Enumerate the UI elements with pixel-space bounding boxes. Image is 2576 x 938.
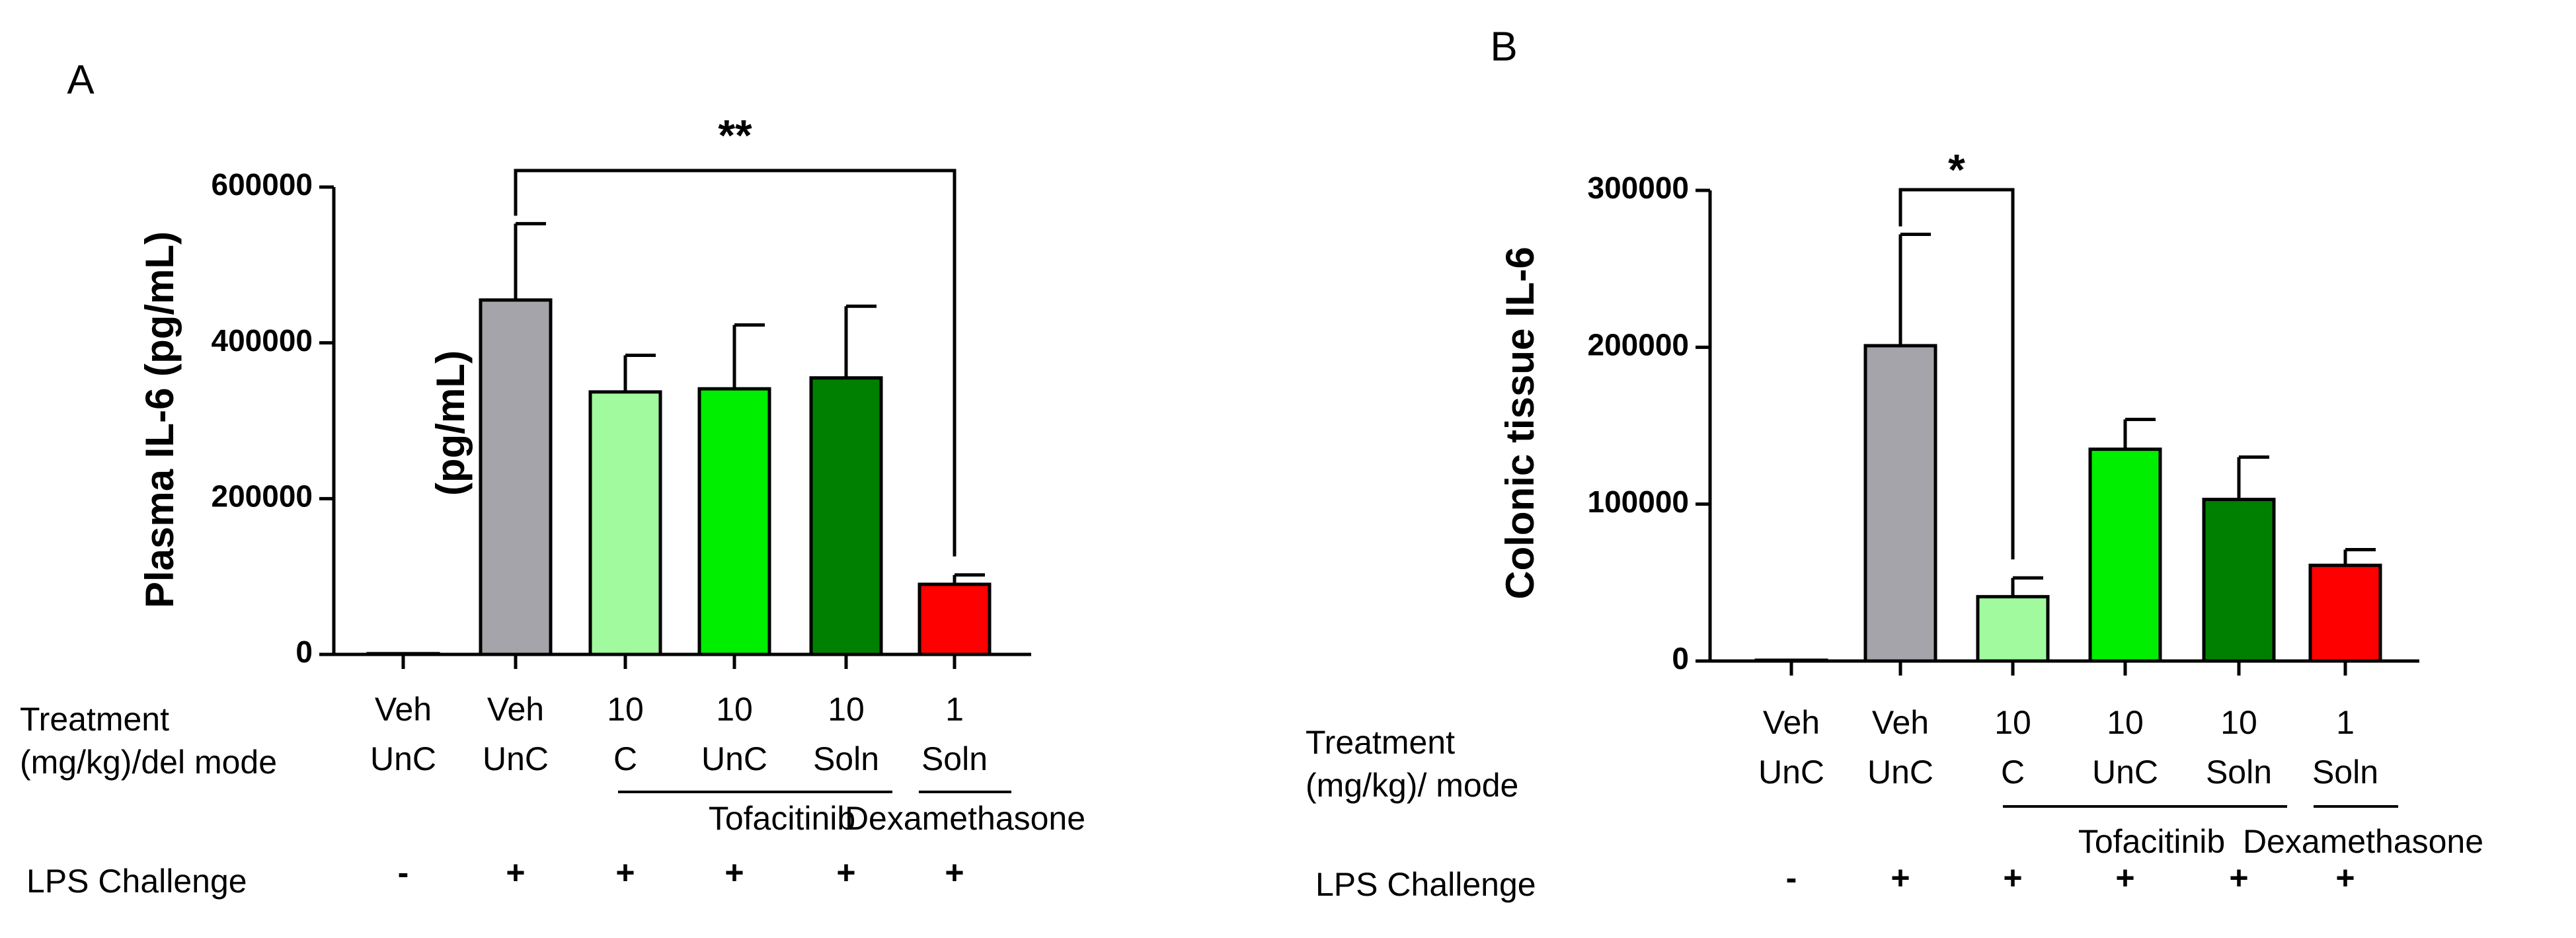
dose-label: Veh	[375, 691, 432, 728]
lps-value: +	[836, 854, 855, 891]
mode-label: Soln	[921, 740, 988, 777]
bar	[1976, 595, 2050, 663]
lps-value: +	[2335, 859, 2355, 896]
panel-a: A 0 200000 400000 600000 Plasma IL-6 (pg/mL) *…	[20, 57, 1085, 900]
lps-value: +	[1891, 859, 1910, 896]
y-tick-label: 200000	[1588, 327, 1690, 362]
panel-b: B 0 100000 200000 300000 Colonic tissue IL-6 (…	[428, 24, 2483, 903]
y-tick-label: 400000	[212, 323, 313, 358]
lps-value: -	[1786, 859, 1797, 896]
mode-label: Soln	[813, 740, 879, 777]
lps-challenge-label: LPS Challenge	[26, 863, 247, 900]
significance-bracket	[1898, 188, 2015, 560]
y-tick-label: 300000	[1588, 171, 1690, 205]
bar	[1863, 344, 1937, 663]
drug-group-label: Dexamethasone	[2243, 823, 2483, 860]
mode-label: UnC	[370, 740, 436, 777]
lps-value: +	[945, 854, 964, 891]
bar	[1754, 658, 1828, 663]
mode-label: UnC	[1867, 754, 1933, 791]
y-tick-label: 0	[295, 635, 313, 669]
mode-label: UnC	[2092, 754, 2158, 791]
mode-label: UnC	[1758, 754, 1824, 791]
drug-group-label: Dexamethasone	[845, 800, 1085, 837]
y-tick-label: 200000	[212, 479, 313, 513]
treatment-title: Treatment	[1306, 724, 1455, 761]
mode-label: Soln	[2206, 754, 2272, 791]
y-axis-label: Plasma IL-6 (pg/mL)	[137, 231, 182, 608]
dose-label: Veh	[1872, 704, 1929, 741]
y-axis-label-line2: (pg/mL)	[428, 350, 473, 496]
bar	[2308, 563, 2382, 663]
dose-label: Veh	[1763, 704, 1820, 741]
lps-value: +	[615, 854, 635, 891]
lps-value: +	[724, 854, 744, 891]
dose-label: Veh	[487, 691, 544, 728]
dose-label: 1	[945, 691, 964, 728]
lps-value: +	[2229, 859, 2248, 896]
lps-value: +	[2115, 859, 2134, 896]
y-tick-label: 600000	[212, 167, 313, 202]
bar	[917, 582, 992, 656]
bar	[2202, 498, 2276, 663]
significance-label: *	[1948, 145, 1965, 194]
dose-label: 10	[1994, 704, 2031, 741]
mode-label: UnC	[483, 740, 549, 777]
bar	[809, 376, 883, 656]
drug-group-label: Tofacitinib	[709, 800, 855, 837]
y-axis-label: Colonic tissue IL-6	[1498, 247, 1542, 599]
panel-letter: A	[67, 57, 95, 102]
treatment-title: Treatment	[20, 701, 169, 738]
bar	[479, 298, 553, 656]
bar	[697, 387, 771, 656]
treatment-subtitle: (mg/kg)/ mode	[1306, 767, 1518, 804]
drug-group-label: Tofacitinib	[2078, 823, 2225, 860]
mode-label: UnC	[701, 740, 767, 777]
y-tick-label: 100000	[1588, 485, 1690, 519]
bar	[588, 390, 662, 656]
lps-value: +	[2003, 859, 2022, 896]
mode-label: C	[2001, 754, 2025, 791]
significance-label: **	[718, 110, 752, 159]
lps-value: -	[398, 854, 409, 891]
lps-challenge-label: LPS Challenge	[1315, 866, 1536, 903]
mode-label: Soln	[2312, 754, 2378, 791]
significance-bracket	[514, 169, 956, 557]
dose-label: 10	[607, 691, 644, 728]
mode-label: C	[613, 740, 637, 777]
dose-label: 10	[2107, 704, 2144, 741]
bar	[2088, 448, 2162, 663]
lps-value: +	[506, 854, 525, 891]
dose-label: 10	[716, 691, 753, 728]
treatment-subtitle: (mg/kg)/del mode	[20, 744, 277, 781]
y-tick-label: 0	[1672, 641, 1689, 676]
dose-label: 1	[2336, 704, 2355, 741]
panel-letter: B	[1490, 24, 1517, 69]
dose-label: 10	[2220, 704, 2257, 741]
dose-label: 10	[828, 691, 865, 728]
